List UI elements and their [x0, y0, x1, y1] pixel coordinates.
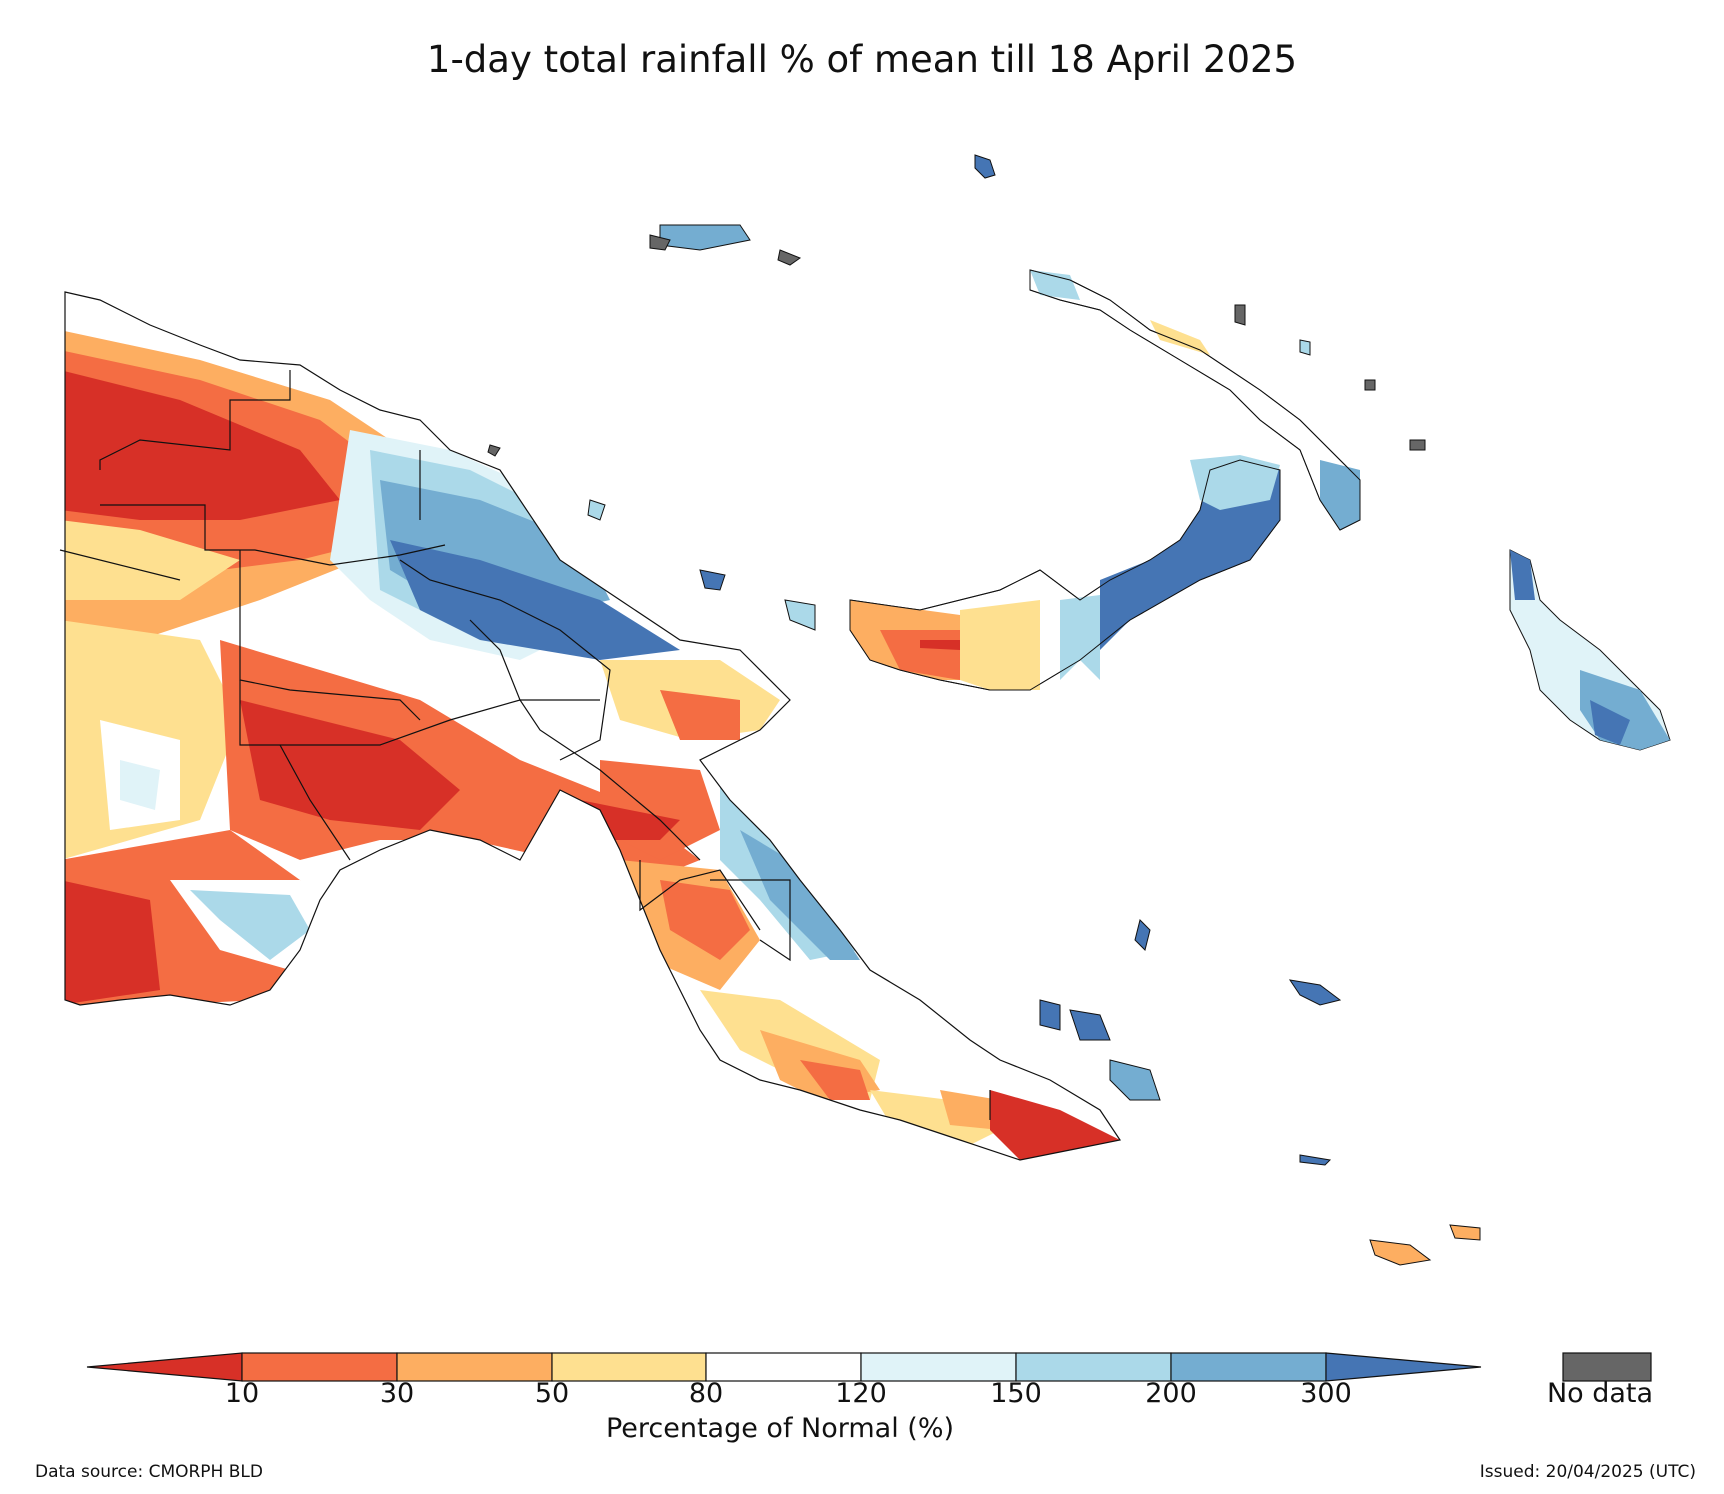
- colorbar-tick-150: 150: [990, 1378, 1042, 1409]
- colorbar: [86, 1352, 1652, 1382]
- data-source-note: Data source: CMORPH BLD: [35, 1462, 263, 1482]
- no-data-label: No data: [1546, 1378, 1654, 1409]
- colorbar-tick-300: 300: [1300, 1378, 1352, 1409]
- colorbar-tick-120: 120: [835, 1378, 887, 1409]
- colorbar-label: Percentage of Normal (%): [605, 1413, 955, 1444]
- map-title: 1-day total rainfall % of mean till 18 A…: [426, 38, 1298, 81]
- colorbar-tick-50: 50: [534, 1378, 570, 1409]
- small-islands: [487, 154, 1481, 1266]
- mainland-rainfall-zones: [65, 292, 1120, 1160]
- colorbar-tick-80: 80: [688, 1378, 724, 1409]
- bougainville-island: [1509, 549, 1671, 751]
- issued-date-note: Issued: 20/04/2025 (UTC): [1479, 1462, 1696, 1482]
- colorbar-tick-10: 10: [224, 1378, 260, 1409]
- new-britain-island: [849, 455, 1281, 691]
- province-boundaries: [59, 370, 991, 1120]
- new-ireland-island: [1029, 269, 1361, 531]
- colorbar-tick-200: 200: [1145, 1378, 1197, 1409]
- colorbar-tick-30: 30: [379, 1378, 415, 1409]
- mainland-outline: [64, 291, 1121, 1161]
